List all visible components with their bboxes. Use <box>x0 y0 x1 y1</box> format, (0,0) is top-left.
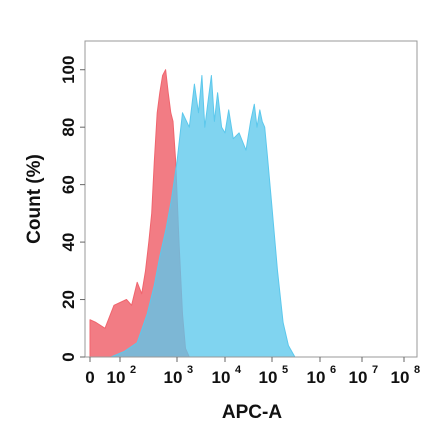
svg-text:10: 10 <box>212 368 231 387</box>
plot-frame <box>84 40 418 358</box>
x-ticks: 0 10 2 10 3 10 4 10 5 10 6 10 7 10 8 <box>85 357 420 387</box>
svg-text:10: 10 <box>164 368 183 387</box>
svg-text:10: 10 <box>391 368 410 387</box>
y-tick-label: 40 <box>59 233 78 252</box>
svg-text:6: 6 <box>330 364 336 376</box>
y-axis-title: Count (%) <box>24 154 45 244</box>
histogram-series-2 <box>110 75 296 358</box>
y-tick-label: 100 <box>59 56 78 84</box>
y-tick-label: 20 <box>59 290 78 309</box>
series-layer <box>89 69 296 358</box>
svg-text:10: 10 <box>259 368 278 387</box>
svg-text:10: 10 <box>107 368 126 387</box>
x-tick-label: 10 2 <box>107 364 137 387</box>
svg-text:0: 0 <box>85 368 94 387</box>
x-tick-label: 10 4 <box>212 364 242 387</box>
svg-text:8: 8 <box>414 364 420 376</box>
y-ticks: 0 20 40 60 80 100 <box>59 56 85 362</box>
y-tick-label: 60 <box>59 175 78 194</box>
svg-text:4: 4 <box>235 364 242 376</box>
x-tick-label: 10 8 <box>391 364 421 387</box>
x-tick-label: 0 <box>85 368 94 387</box>
x-axis-title: APC-A <box>222 402 282 423</box>
svg-text:10: 10 <box>307 368 326 387</box>
svg-text:2: 2 <box>130 364 136 376</box>
y-tick-label: 80 <box>59 118 78 137</box>
svg-text:7: 7 <box>372 364 378 376</box>
x-tick-label: 10 5 <box>259 364 289 387</box>
svg-text:3: 3 <box>187 364 193 376</box>
y-tick-label: 0 <box>59 352 78 361</box>
svg-text:10: 10 <box>349 368 368 387</box>
x-tick-label: 10 7 <box>349 364 379 387</box>
svg-text:5: 5 <box>282 364 288 376</box>
x-tick-label: 10 6 <box>307 364 337 387</box>
x-tick-label: 10 3 <box>164 364 194 387</box>
